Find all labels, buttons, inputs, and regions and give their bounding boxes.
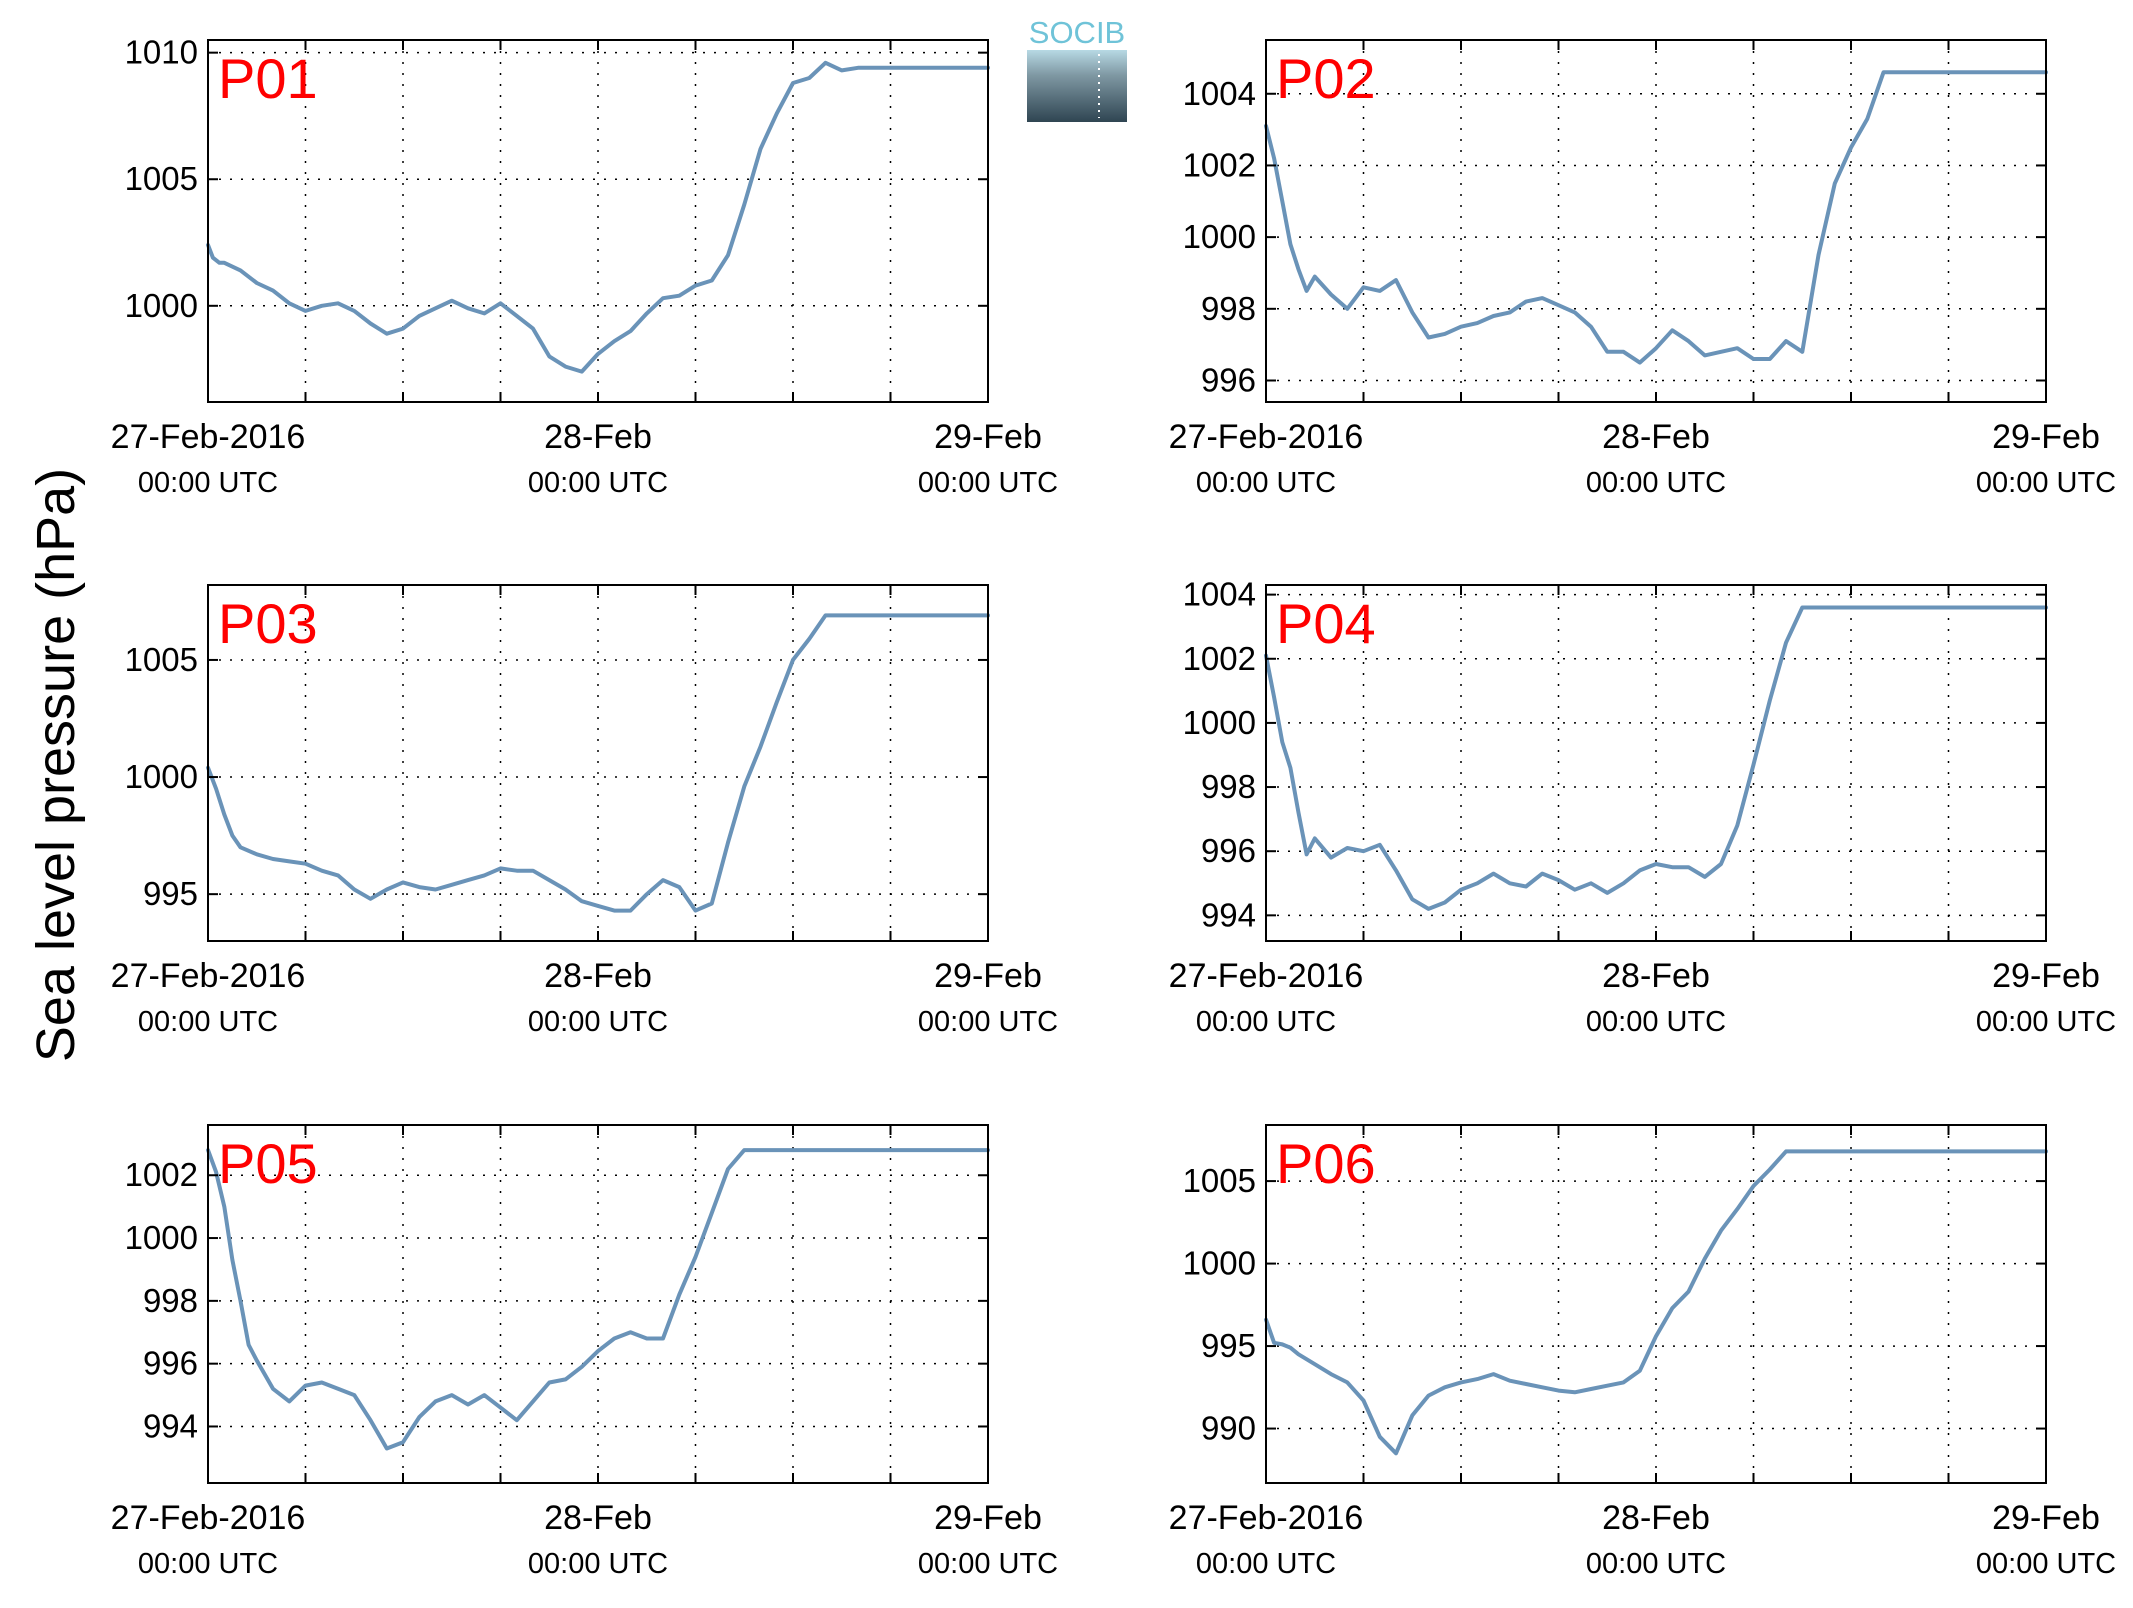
x-tick-label: 29-Feb [934,1499,1042,1537]
panel-label: P04 [1276,592,1376,655]
y-tick-label: 995 [143,875,198,912]
socib-logo-block [1027,50,1127,122]
x-tick-sublabel: 00:00 UTC [528,467,668,499]
y-tick-label: 1000 [1183,1245,1256,1282]
y-tick-label: 998 [143,1282,198,1319]
panel-label: P01 [218,47,318,110]
x-tick-label: 28-Feb [1602,957,1710,995]
x-tick-label: 27-Feb-2016 [111,1499,306,1537]
x-tick-label: 28-Feb [544,957,652,995]
series-line [206,60,990,374]
x-tick-sublabel: 00:00 UTC [1196,467,1336,499]
y-tick-label: 1000 [125,287,198,324]
x-tick-label: 29-Feb [1992,418,2100,456]
y-tick-label: 1002 [1183,146,1256,183]
x-tick-label: 27-Feb-2016 [1169,957,1364,995]
y-tick-label: 995 [1201,1327,1256,1364]
panel-p02: 996 998 1000 1002 1004 27-Feb-2016 00:00 UTC 28… [1169,39,2116,499]
x-tick-label: 29-Feb [1992,1499,2100,1537]
y-axis-label: Sea level pressure (hPa) [26,468,86,1062]
series-line [206,613,990,913]
x-tick-sublabel: 00:00 UTC [138,1548,278,1580]
y-tick-label: 994 [1201,896,1256,933]
plot-frame [207,1124,989,1484]
y-tick-label: 996 [1201,832,1256,869]
x-tick-sublabel: 00:00 UTC [918,1006,1058,1038]
socib-logo-text: SOCIB [1029,15,1125,50]
panel-p01: 1000 1005 1010 27-Feb-2016 00:00 UTC 28-Feb 00… [111,34,1058,499]
y-tick-label: 998 [1201,290,1256,327]
x-tick-sublabel: 00:00 UTC [1586,1006,1726,1038]
series-line [1264,1149,2048,1456]
y-tick-label: 990 [1201,1410,1256,1447]
x-tick-label: 28-Feb [544,1499,652,1537]
x-tick-sublabel: 00:00 UTC [918,1548,1058,1580]
panel-label: P02 [1276,47,1376,110]
series-line [1264,605,2048,911]
series-line [1264,70,2048,365]
x-tick-sublabel: 00:00 UTC [1976,1548,2116,1580]
x-tick-sublabel: 00:00 UTC [528,1548,668,1580]
y-tick-label: 1002 [1183,640,1256,677]
x-tick-label: 28-Feb [1602,1499,1710,1537]
x-tick-label: 29-Feb [1992,957,2100,995]
x-tick-sublabel: 00:00 UTC [138,467,278,499]
y-tick-label: 1000 [1183,704,1256,741]
x-tick-sublabel: 00:00 UTC [1196,1548,1336,1580]
x-tick-label: 27-Feb-2016 [1169,418,1364,456]
x-tick-label: 28-Feb [544,418,652,456]
x-tick-sublabel: 00:00 UTC [1586,467,1726,499]
x-tick-label: 28-Feb [1602,418,1710,456]
y-tick-label: 1005 [125,160,198,197]
x-tick-label: 27-Feb-2016 [111,957,306,995]
panel-p03: 995 1000 1005 27-Feb-2016 00:00 UTC 28-Feb 00:… [111,584,1058,1038]
panel-p04: 994 996 998 1000 1002 1004 27-Feb-2016 00:00 UT… [1169,576,2116,1038]
y-tick-label: 1005 [125,641,198,678]
y-tick-label: 1004 [1183,75,1256,112]
y-tick-label: 996 [143,1345,198,1382]
y-tick-label: 998 [1201,768,1256,805]
y-tick-label: 1002 [125,1156,198,1193]
y-tick-label: 1000 [125,758,198,795]
x-tick-sublabel: 00:00 UTC [1196,1006,1336,1038]
socib-logo: SOCIB [1027,15,1127,122]
x-tick-label: 29-Feb [934,957,1042,995]
x-tick-label: 29-Feb [934,418,1042,456]
panel-label: P06 [1276,1132,1376,1195]
plot-frame [1265,1124,2047,1484]
plot-frame [207,39,989,403]
x-tick-sublabel: 00:00 UTC [138,1006,278,1038]
x-tick-sublabel: 00:00 UTC [1976,1006,2116,1038]
y-tick-label: 1000 [1183,218,1256,255]
x-tick-sublabel: 00:00 UTC [1976,467,2116,499]
series-line [206,1148,990,1451]
y-tick-label: 1010 [125,34,198,71]
y-tick-label: 1004 [1183,576,1256,613]
x-tick-label: 27-Feb-2016 [1169,1499,1364,1537]
y-tick-label: 994 [143,1407,198,1444]
x-tick-label: 27-Feb-2016 [111,418,306,456]
x-tick-sublabel: 00:00 UTC [918,467,1058,499]
y-tick-label: 1000 [125,1219,198,1256]
y-tick-label: 996 [1201,361,1256,398]
x-tick-sublabel: 00:00 UTC [528,1006,668,1038]
panel-label: P03 [218,592,318,655]
x-tick-sublabel: 00:00 UTC [1586,1548,1726,1580]
y-tick-label: 1005 [1183,1162,1256,1199]
panel-p05: 994 996 998 1000 1002 27-Feb-2016 00:00 UTC 28-… [111,1124,1058,1580]
panel-p06: 990 995 1000 1005 27-Feb-2016 00:00 UTC 28-Feb… [1169,1124,2116,1580]
panel-label: P05 [218,1132,318,1195]
